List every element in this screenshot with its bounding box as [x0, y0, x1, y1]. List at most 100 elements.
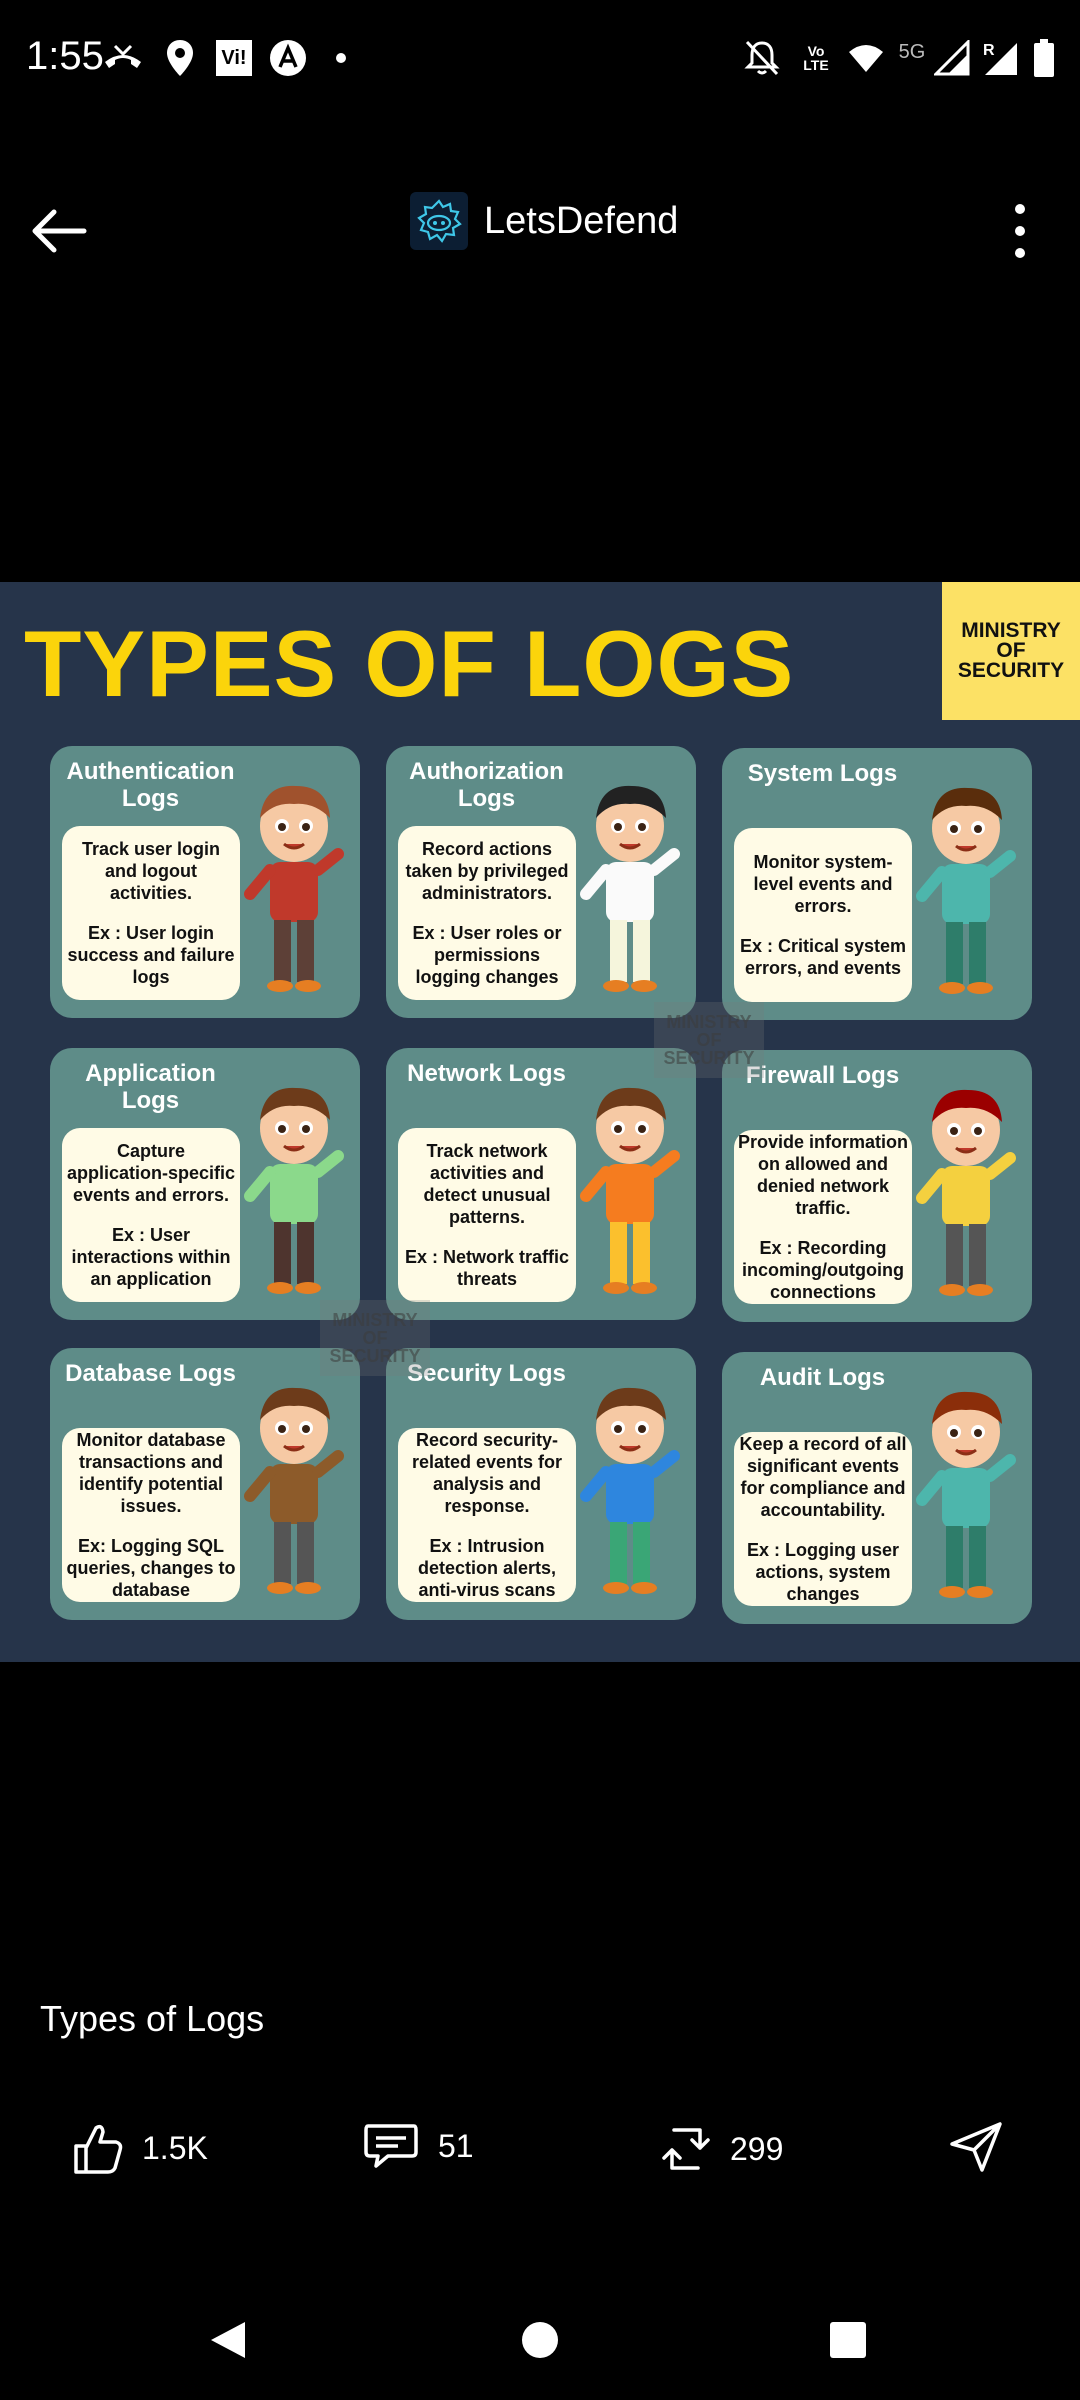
- card-title: Application Logs: [85, 1060, 216, 1114]
- send-icon: [950, 2122, 1002, 2172]
- like-button[interactable]: 1.5K: [70, 2120, 208, 2176]
- badge-line: MINISTRY: [961, 619, 1061, 642]
- card-description: Track user login and logout activities. E…: [62, 826, 240, 1000]
- card-description: Monitor database transactions and identi…: [62, 1428, 240, 1602]
- cartoon-kid-illustration: [916, 1391, 1016, 1598]
- card-description-text: Monitor database transactions and identi…: [76, 1430, 226, 1516]
- log-type-card: System Logs Monitor system-level events a…: [722, 748, 1032, 1020]
- nav-back-icon: [211, 2322, 245, 2358]
- log-type-card: Firewall Logs Provide information on allo…: [722, 1050, 1032, 1322]
- watermark-line: SECURITY: [663, 1048, 755, 1068]
- card-title: Authentication Logs: [66, 758, 235, 812]
- kebab-dot: [1015, 226, 1025, 236]
- card-example-text: Ex : Recording incoming/outgoing connect…: [742, 1238, 904, 1302]
- log-type-card: Authorization Logs Record actions taken b…: [386, 746, 696, 1018]
- wifi-icon: [846, 36, 886, 80]
- card-title: Database Logs: [65, 1360, 236, 1387]
- card-description-text: Track network activities and detect unus…: [423, 1141, 551, 1227]
- post-actions: 1.5K 51 299: [0, 2110, 1080, 2200]
- card-title: Firewall Logs: [745, 1062, 900, 1089]
- cartoon-kid-illustration: [916, 787, 1016, 994]
- repost-icon: [662, 2128, 710, 2170]
- card-description: Track network activities and detect unus…: [398, 1128, 576, 1302]
- comment-button[interactable]: 51: [362, 2120, 474, 2172]
- card-description: Provide information on allowed and denie…: [734, 1130, 912, 1304]
- nav-home-button[interactable]: [512, 2312, 568, 2368]
- signal-roaming-icon: R: [980, 36, 1020, 80]
- card-description-text: Record actions taken by privileged admin…: [405, 839, 569, 903]
- watermark-line: OF: [696, 1030, 722, 1050]
- watermark-line: SECURITY: [329, 1346, 421, 1366]
- back-button[interactable]: [26, 196, 96, 266]
- watermark-line: MINISTRY: [666, 1012, 752, 1032]
- log-type-card: Application Logs Capture application-spec…: [50, 1048, 360, 1320]
- card-description-text: Capture application-specific events and …: [66, 1141, 236, 1205]
- thumbs-up-icon: [74, 2124, 123, 2174]
- card-description-text: Keep a record of all significant events …: [739, 1434, 907, 1520]
- cartoon-kid-illustration: [244, 785, 344, 992]
- repost-button[interactable]: 299: [660, 2120, 783, 2178]
- maps-pin-icon: [162, 36, 198, 80]
- cartoon-kid-illustration: [580, 785, 680, 992]
- comment-count: 51: [438, 2127, 474, 2164]
- card-title: Authorization Logs: [409, 758, 564, 812]
- card-example-text: Ex : Intrusion detection alerts, anti-vi…: [417, 1536, 557, 1600]
- card-description-text: Monitor system-level events and errors.: [753, 852, 893, 916]
- back-arrow-icon: [32, 209, 87, 253]
- card-description-text: Track user login and logout activities.: [81, 839, 221, 903]
- svg-text:R: R: [983, 42, 995, 59]
- post-image[interactable]: TYPES OF LOGS MINISTRY OF SECURITY Authe…: [0, 582, 1080, 1662]
- kebab-dot: [1015, 248, 1025, 258]
- battery-icon: [1032, 36, 1056, 80]
- arc-app-icon: [268, 36, 308, 80]
- watermark-line: OF: [362, 1328, 388, 1348]
- card-title: Security Logs: [407, 1360, 566, 1387]
- card-description-text: Provide information on allowed and denie…: [738, 1132, 909, 1218]
- log-type-card: Database Logs Monitor database transactio…: [50, 1348, 360, 1620]
- cartoon-kid-illustration: [580, 1087, 680, 1294]
- repost-count: 299: [730, 2130, 784, 2167]
- card-title: Audit Logs: [759, 1364, 886, 1391]
- card-description-text: Record security-related events for analy…: [411, 1430, 563, 1516]
- network-type: 5G: [898, 40, 926, 63]
- watermark-line: MINISTRY: [332, 1310, 418, 1330]
- status-bar: 1:55 Vi! Vo LTE 5G R: [0, 0, 1080, 120]
- like-count: 1.5K: [142, 2129, 208, 2166]
- card-description: Record security-related events for analy…: [398, 1428, 576, 1602]
- badge-line: SECURITY: [957, 659, 1065, 682]
- card-example-text: Ex : User interactions within an applica…: [71, 1225, 231, 1289]
- signal-icon: [932, 36, 972, 80]
- comment-icon: [364, 2124, 418, 2168]
- card-example-text: Ex : Logging user actions, system change…: [746, 1540, 899, 1604]
- clock: 1:55: [26, 34, 104, 78]
- card-description: Monitor system-level events and errors. E…: [734, 828, 912, 1002]
- send-button[interactable]: [948, 2120, 1004, 2174]
- more-options-button[interactable]: [1000, 196, 1040, 266]
- watermark: MINISTRY OF SECURITY: [654, 1002, 764, 1078]
- cartoon-kid-illustration: [244, 1087, 344, 1294]
- cartoon-kid-illustration: [580, 1387, 680, 1594]
- letsdefend-logo-icon: [410, 192, 468, 250]
- ministry-badge: MINISTRY OF SECURITY: [942, 582, 1080, 720]
- card-example-text: Ex: Logging SQL queries, changes to data…: [66, 1536, 236, 1600]
- card-title: System Logs: [747, 760, 898, 787]
- card-example-text: Ex : User login success and failure logs: [67, 923, 235, 987]
- cartoon-kid-illustration: [916, 1089, 1016, 1296]
- kebab-menu-icon: [1015, 204, 1025, 214]
- card-description: Keep a record of all significant events …: [734, 1432, 912, 1606]
- missed-call-icon: [100, 36, 146, 80]
- nav-back-button[interactable]: [200, 2312, 256, 2368]
- card-description: Record actions taken by privileged admin…: [398, 826, 576, 1000]
- dot-icon: [334, 36, 348, 80]
- infographic-title: TYPES OF LOGS: [24, 611, 795, 716]
- card-title: Network Logs: [407, 1060, 566, 1087]
- brand[interactable]: LetsDefend: [410, 192, 678, 250]
- watermark: MINISTRY OF SECURITY: [320, 1300, 430, 1376]
- nav-recents-button[interactable]: [820, 2312, 876, 2368]
- card-description: Capture application-specific events and …: [62, 1128, 240, 1302]
- post-caption[interactable]: Types of Logs: [40, 1998, 265, 2039]
- app-header: LetsDefend: [0, 160, 1080, 290]
- card-example-text: Ex : Critical system errors, and events: [739, 936, 907, 978]
- log-type-card: Network Logs Track network activities and…: [386, 1048, 696, 1320]
- system-nav-bar: [0, 2290, 1080, 2390]
